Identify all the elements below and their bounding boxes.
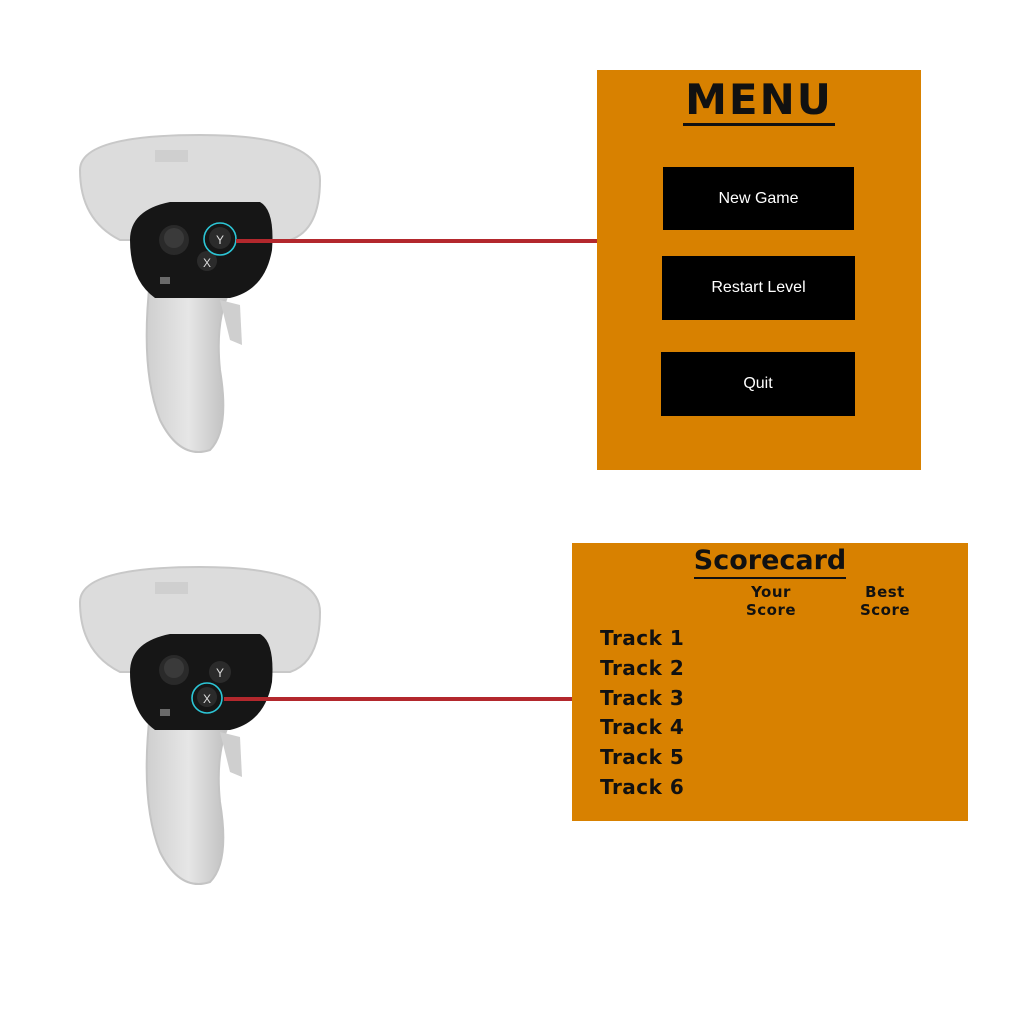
your-score-header-line2: Score: [745, 601, 797, 619]
menu-title-text: MENU: [683, 75, 835, 126]
menu-title: MENU: [597, 74, 921, 126]
y-button-label: Y: [216, 666, 224, 680]
track-row-5: Track 5: [600, 745, 685, 769]
new-game-button[interactable]: New Game: [663, 167, 854, 230]
connector-line-top: [236, 239, 597, 243]
scorecard-panel: Scorecard Your Score Best Score Track 1 …: [572, 543, 968, 821]
x-button-label: X: [203, 256, 211, 270]
track-row-6: Track 6: [600, 775, 685, 799]
your-score-header-line1: Your: [751, 583, 791, 601]
menu-panel: MENU New Game Restart Level Quit: [597, 70, 921, 470]
best-score-header-line2: Score: [859, 601, 911, 619]
best-score-header-line1: Best: [865, 583, 905, 601]
track-row-1: Track 1: [600, 626, 685, 650]
scorecard-title: Scorecard: [572, 543, 968, 579]
track-row-4: Track 4: [600, 715, 685, 739]
track-row-3: Track 3: [600, 686, 685, 710]
track-row-2: Track 2: [600, 656, 685, 680]
best-score-header: Best Score: [840, 583, 930, 619]
vr-controller-icon-top: Y X: [60, 130, 340, 470]
connector-line-bottom: [224, 697, 572, 701]
your-score-header: Your Score: [726, 583, 816, 619]
vr-controller-icon-bottom: Y X: [60, 562, 340, 902]
quit-button[interactable]: Quit: [661, 352, 855, 416]
scorecard-title-text: Scorecard: [693, 545, 847, 579]
y-button-label: Y: [216, 233, 224, 247]
restart-level-button[interactable]: Restart Level: [662, 256, 855, 320]
x-button-label: X: [203, 692, 211, 706]
